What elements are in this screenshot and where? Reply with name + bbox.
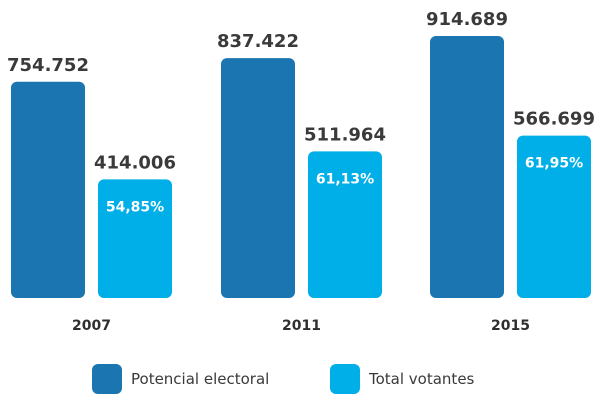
percent-label-2007: 54,85% xyxy=(106,199,164,215)
bar-potencial-2011 xyxy=(221,58,295,298)
legend-label-votantes: Total votantes xyxy=(369,370,475,388)
bar-votantes-2011 xyxy=(308,151,382,298)
bar-potencial-2007 xyxy=(11,81,85,298)
bar-votantes-2007 xyxy=(98,179,172,298)
category-label-2015: 2015 xyxy=(491,318,530,334)
value-label-votantes-2015: 566.699 xyxy=(513,109,595,130)
legend-swatch-votantes xyxy=(330,364,360,394)
percent-label-2011: 61,13% xyxy=(316,171,374,187)
value-label-potencial-2015: 914.689 xyxy=(426,9,508,30)
bar-potencial-2015 xyxy=(430,35,504,299)
bar-group-2015: 914.689 566.699 61,95% 2015 xyxy=(426,9,595,334)
bar-group-2011: 837.422 511.964 61,13% 2011 xyxy=(217,31,386,334)
value-label-votantes-2011: 511.964 xyxy=(304,124,386,145)
bar-group-2007: 754.752 414.006 54,85% 2007 xyxy=(7,55,176,334)
value-label-votantes-2007: 414.006 xyxy=(94,152,176,173)
value-label-potencial-2011: 837.422 xyxy=(217,31,299,52)
value-label-potencial-2007: 754.752 xyxy=(7,55,89,76)
legend-item-potencial: Potencial electoral xyxy=(92,364,269,394)
percent-label-2015: 61,95% xyxy=(525,156,583,172)
legend-item-votantes: Total votantes xyxy=(330,364,474,394)
category-label-2011: 2011 xyxy=(282,318,321,334)
bar-votantes-2015 xyxy=(517,135,591,298)
legend-swatch-potencial xyxy=(92,364,122,394)
legend-label-potencial: Potencial electoral xyxy=(131,370,270,388)
category-label-2007: 2007 xyxy=(72,318,111,334)
